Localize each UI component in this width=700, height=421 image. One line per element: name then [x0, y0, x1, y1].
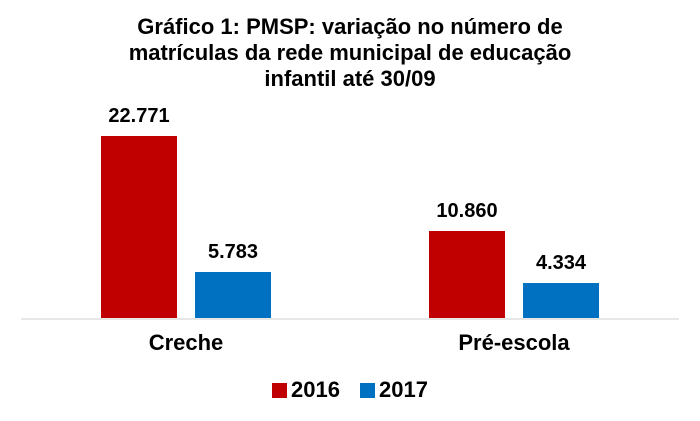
legend-label-2016: 2016 — [291, 377, 340, 402]
value-label-pre-escola-2016: 10.860 — [436, 200, 498, 222]
chart-title-line-1: Gráfico 1: PMSP: variação no número de — [137, 14, 563, 39]
chart-title-line-2: matrículas da rede municipal de educação — [128, 40, 572, 65]
value-label-creche-2016: 22.771 — [108, 105, 170, 127]
chart-title: Gráfico 1: PMSP: variação no número de m… — [0, 14, 700, 92]
value-label-pre-escola-2017: 4.334 — [535, 252, 587, 274]
chart-title-line-3: infantil até 30/09 — [264, 66, 436, 91]
value-label-creche-2017: 5.783 — [207, 241, 259, 263]
legend-item-2016: 2016 — [272, 378, 340, 402]
bar-creche-2016 — [101, 136, 177, 318]
legend-swatch-2016 — [272, 382, 288, 398]
legend-swatch-2017 — [360, 382, 375, 398]
bar-pre-escola-2017 — [523, 283, 599, 318]
bar-pre-escola-2016 — [429, 231, 505, 318]
category-label-pre-escola: Pré-escola — [458, 330, 570, 355]
bar-creche-2017 — [195, 272, 271, 318]
x-axis-line — [21, 318, 679, 320]
category-label-creche: Creche — [148, 330, 224, 355]
legend: 2016 2017 — [0, 378, 700, 402]
legend-label-2017: 2017 — [379, 377, 428, 402]
legend-item-2017: 2017 — [360, 378, 428, 402]
